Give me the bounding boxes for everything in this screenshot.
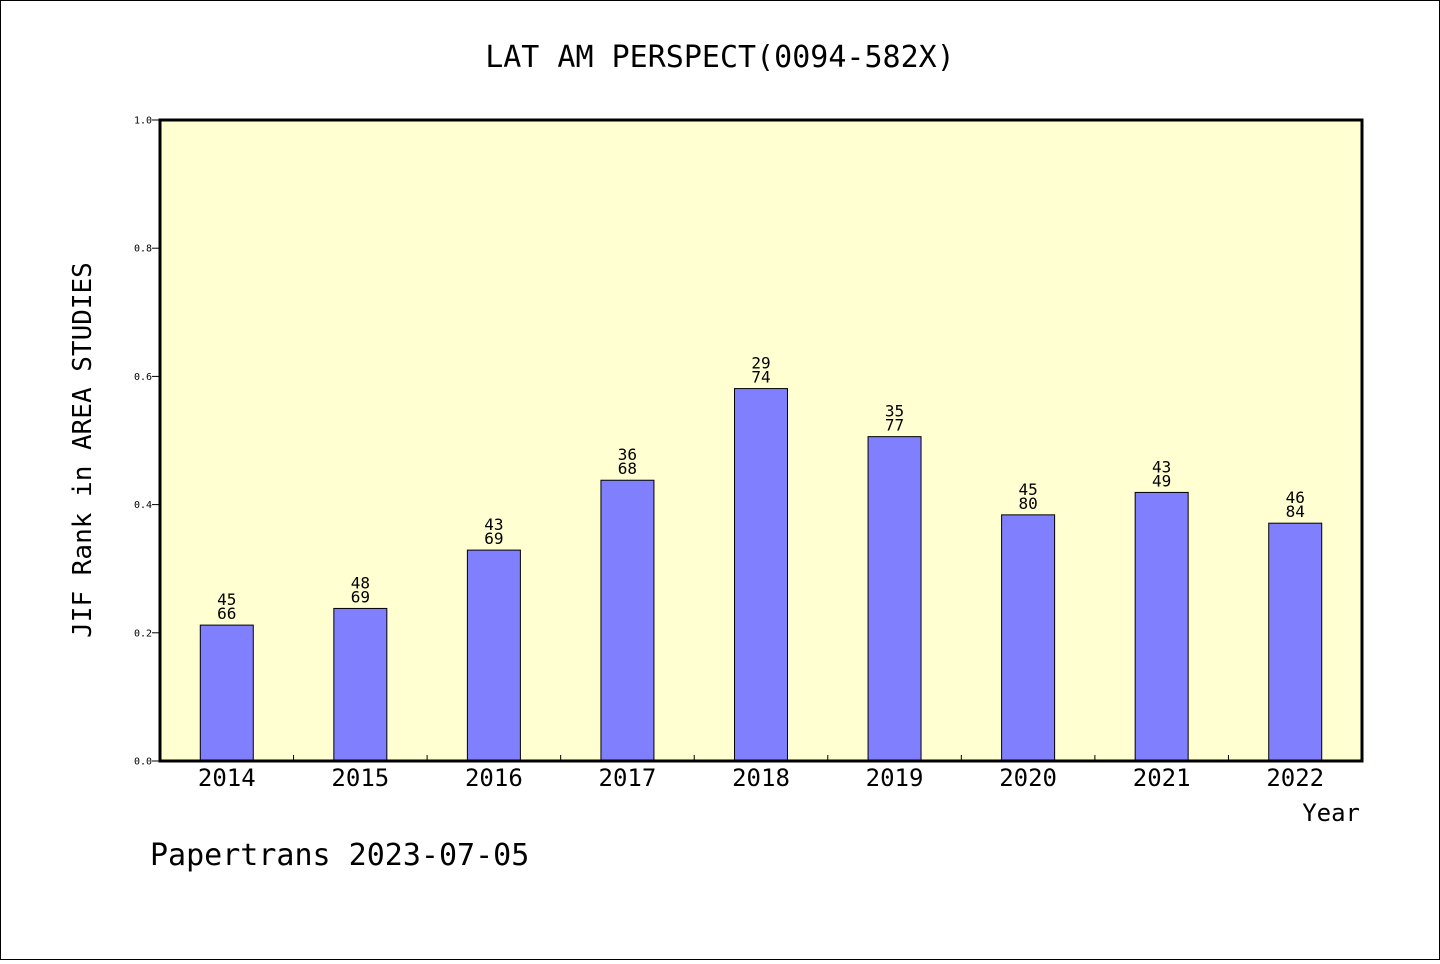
bar-2016 [466, 549, 521, 762]
bar-2019 [867, 436, 922, 762]
bars [199, 388, 1323, 762]
chart-title: LAT AM PERSPECT(0094-582X) [485, 40, 955, 75]
bar-label-total: 77 [885, 416, 904, 435]
y-tick-label: 0.2 [134, 628, 152, 639]
bar-2014 [199, 624, 254, 762]
bar-2015 [333, 607, 388, 762]
x-tick-label: 2021 [1133, 764, 1191, 792]
x-tick-label: 2015 [331, 764, 389, 792]
bar-label-total: 49 [1152, 471, 1171, 490]
bar-label-rank: 45 [217, 590, 236, 609]
y-tick-label: 0.8 [134, 244, 152, 255]
x-tick-label: 2014 [198, 764, 256, 792]
bar-label-rank: 29 [751, 354, 770, 373]
x-axis-label: Year [1302, 799, 1360, 827]
x-tick-label: 2018 [732, 764, 790, 792]
bar-label-rank: 46 [1286, 488, 1305, 507]
bar-label-total: 84 [1286, 502, 1305, 521]
bar-label-total: 69 [351, 587, 370, 606]
bar-label-rank: 45 [1018, 480, 1037, 499]
x-tick-label: 2022 [1266, 764, 1324, 792]
bar-label-total: 74 [751, 368, 770, 387]
y-tick-label: 0.4 [134, 500, 152, 511]
plot-border [158, 118, 1364, 763]
bar-2021 [1134, 491, 1189, 762]
bar-2018 [734, 388, 788, 762]
x-tick-label: 2019 [866, 764, 924, 792]
bar-2017 [600, 479, 655, 762]
y-axis-label: JIF Rank in AREA STUDIES [68, 262, 98, 638]
bar-label-rank: 43 [484, 515, 503, 534]
x-tick-label: 2017 [599, 764, 657, 792]
x-tick-label: 2016 [465, 764, 523, 792]
bar-2022 [1268, 522, 1323, 762]
y-tick-label: 0.6 [134, 372, 152, 383]
x-tick-label: 2020 [999, 764, 1057, 792]
y-tick-label: 0.0 [134, 757, 152, 768]
bar-label-total: 66 [217, 604, 236, 623]
bar-label-rank: 48 [351, 573, 370, 592]
bar-label-total: 80 [1018, 494, 1037, 513]
bar-label-rank: 43 [1152, 457, 1171, 476]
footer-credit: Papertrans 2023-07-05 [150, 838, 529, 873]
bar-label-rank: 36 [618, 445, 637, 464]
bar-2020 [1001, 514, 1056, 762]
bar-label-total: 68 [618, 459, 637, 478]
x-axis: 2014 2015 2016 2017 2018 2019 2020 2021 2022 [198, 755, 1324, 792]
bar-label-total: 69 [484, 529, 503, 548]
bar-label-rank: 35 [885, 402, 904, 421]
y-axis: 0.0 0.2 0.4 0.6 0.8 1.0 [134, 116, 160, 768]
y-tick-label: 1.0 [134, 116, 152, 127]
